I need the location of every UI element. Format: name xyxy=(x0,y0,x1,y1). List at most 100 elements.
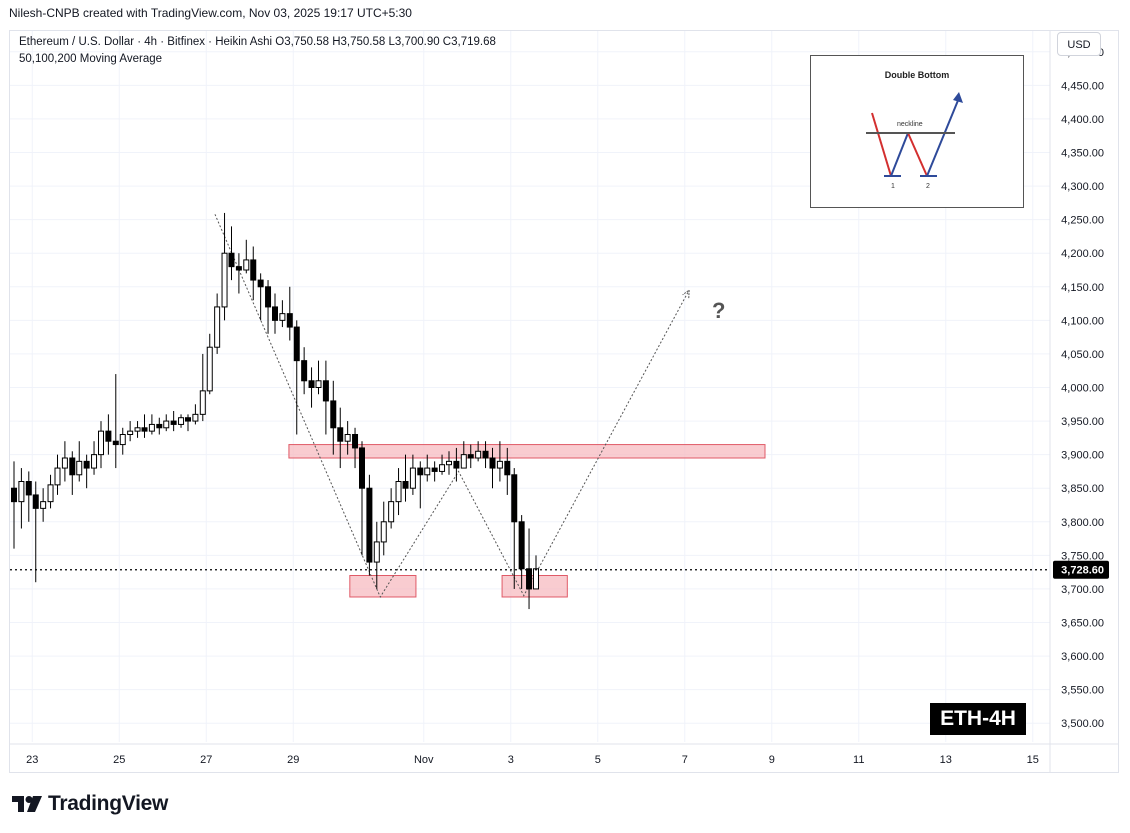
candle-down xyxy=(511,474,518,523)
price-axis-label: 3,600.00 xyxy=(1061,651,1104,663)
resistance-zone xyxy=(288,444,766,459)
current-price-tag xyxy=(1053,560,1109,579)
symbol-legend[interactable]: Ethereum / U.S. Dollar · 4h · Bitfinex ·… xyxy=(19,36,496,48)
candle-up xyxy=(373,541,380,563)
candle-down xyxy=(504,460,511,476)
candle-down xyxy=(359,447,365,489)
candle-down xyxy=(228,252,235,268)
candle-down xyxy=(467,454,474,459)
price-axis-label: 3,700.00 xyxy=(1061,584,1104,596)
candle-down xyxy=(330,400,337,429)
candle-up xyxy=(424,467,431,476)
price-axis-label: 4,450.00 xyxy=(1061,80,1104,92)
tradingview-logo-icon xyxy=(12,796,42,812)
time-axis-label: 23 xyxy=(26,754,38,766)
candle-up xyxy=(221,252,228,308)
candle-up xyxy=(388,501,395,523)
candle-down xyxy=(112,440,119,446)
candle-down xyxy=(301,360,308,382)
pattern-projection-path xyxy=(214,214,690,599)
candle-down xyxy=(11,487,17,503)
time-axis-label: 5 xyxy=(595,754,601,766)
candle-up xyxy=(496,460,503,469)
price-axis-label: 3,750.00 xyxy=(1061,550,1104,562)
candle-up xyxy=(214,306,221,348)
eth-4h-badge: ETH-4H xyxy=(930,703,1026,735)
question-mark-annotation: ? xyxy=(712,298,726,323)
time-axis-label: 13 xyxy=(940,754,952,766)
price-axis-label: 4,050.00 xyxy=(1061,349,1104,361)
candle-up xyxy=(460,454,467,469)
inset-up-leg-2 xyxy=(926,97,960,177)
double-bottom-inset: Double Bottom neckline 1 2 xyxy=(810,55,1024,208)
candle-up xyxy=(409,467,416,489)
candle-down xyxy=(431,467,438,472)
inset-down-leg-2 xyxy=(907,132,928,177)
time-axis-label: 9 xyxy=(769,754,775,766)
price-axis-label: 4,250.00 xyxy=(1061,215,1104,227)
candle-down xyxy=(272,306,278,321)
projection-arrow-head xyxy=(682,289,690,299)
chart-credit: Nilesh-CNPB created with TradingView.com… xyxy=(9,6,412,20)
candle-up xyxy=(475,450,482,459)
inset-up-leg-1 xyxy=(890,132,909,177)
price-axis-label: 4,350.00 xyxy=(1061,148,1104,160)
candle-up xyxy=(134,427,141,432)
support-zone-1 xyxy=(349,575,417,598)
candle-up xyxy=(206,346,213,392)
candle-down xyxy=(489,457,496,469)
bottom-2-label: 2 xyxy=(926,183,930,190)
price-axis-label: 3,500.00 xyxy=(1061,718,1104,730)
candle-up xyxy=(178,417,185,425)
time-axis-label: 3 xyxy=(508,754,514,766)
candle-up xyxy=(192,413,199,422)
chart-frame[interactable] xyxy=(9,30,1119,773)
candle-down xyxy=(69,457,76,476)
candle-up xyxy=(395,481,402,503)
candle-up xyxy=(54,467,61,486)
time-axis-label: 25 xyxy=(113,754,125,766)
candle-down xyxy=(185,417,191,422)
indicator-legend[interactable]: 50,100,200 Moving Average xyxy=(19,53,163,65)
candle-up xyxy=(76,460,83,476)
candle-up xyxy=(446,460,452,466)
inset-down-leg-1 xyxy=(871,112,892,177)
price-axis-label: 3,550.00 xyxy=(1061,685,1104,697)
candle-down xyxy=(337,427,344,442)
candle-down xyxy=(32,494,39,509)
candle-down xyxy=(83,460,90,469)
candle-up xyxy=(439,464,446,472)
candle-up xyxy=(315,380,322,388)
candle-down xyxy=(250,259,257,281)
inset-arrow-head xyxy=(953,92,963,103)
currency-button[interactable]: USD xyxy=(1057,32,1101,56)
price-axis-label: 4,150.00 xyxy=(1061,282,1104,294)
bottom-1-label: 1 xyxy=(891,183,895,190)
candle-up xyxy=(40,501,47,509)
time-axis-label: Nov xyxy=(414,754,434,766)
price-axis-label: 4,400.00 xyxy=(1061,114,1104,126)
candle-up xyxy=(18,481,25,503)
time-axis-label: 11 xyxy=(853,754,864,766)
candle-down xyxy=(482,450,489,459)
candle-up xyxy=(243,259,250,271)
candle-down xyxy=(156,423,163,429)
candle-down xyxy=(352,434,359,449)
price-axis-label: 4,100.00 xyxy=(1061,315,1104,327)
candle-up xyxy=(279,313,286,321)
candle-down xyxy=(235,266,242,271)
tradingview-wordmark: TradingView xyxy=(48,792,169,815)
candle-down xyxy=(518,521,525,570)
candle-down xyxy=(25,481,32,496)
price-axis-label: 4,200.00 xyxy=(1061,248,1104,260)
candle-down xyxy=(265,286,272,308)
price-axis-label: 3,850.00 xyxy=(1061,483,1104,495)
candle-up xyxy=(91,454,98,469)
price-axis-label: 3,950.00 xyxy=(1061,416,1104,428)
tradingview-logo[interactable]: TradingView xyxy=(12,792,168,816)
price-axis-label: 3,900.00 xyxy=(1061,450,1104,462)
price-axis-label: 3,650.00 xyxy=(1061,618,1104,630)
candle-down xyxy=(141,427,148,432)
candle-up xyxy=(61,457,68,469)
